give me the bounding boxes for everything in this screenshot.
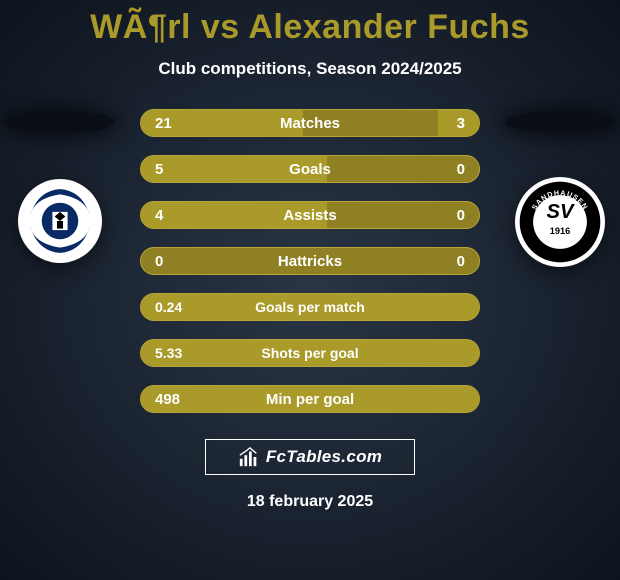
fctables-badge: FcTables.com xyxy=(205,439,415,475)
stat-value-left: 21 xyxy=(155,115,205,132)
stat-value-left: 5.33 xyxy=(155,345,205,361)
stat-label: Assists xyxy=(205,207,415,224)
stat-value-left: 0 xyxy=(155,253,205,270)
stat-label: Min per goal xyxy=(205,391,415,408)
stat-value-left: 0.24 xyxy=(155,299,205,315)
stat-row: 5Goals0 xyxy=(140,155,480,183)
stat-row: 498Min per goal xyxy=(140,385,480,413)
stat-label: Goals per match xyxy=(205,299,415,315)
stat-label: Shots per goal xyxy=(205,345,415,361)
right-club-logo: SV 1916 SANDHAUSEN xyxy=(515,177,605,267)
page-title: WÃ¶rl vs Alexander Fuchs xyxy=(0,0,620,47)
arminia-bielefeld-logo-icon xyxy=(22,183,98,259)
left-club-logo xyxy=(18,179,102,263)
right-club-column: SV 1916 SANDHAUSEN xyxy=(500,109,620,267)
brand-label: FcTables.com xyxy=(266,447,382,467)
stat-row: 21Matches3 xyxy=(140,109,480,137)
stat-value-right: 3 xyxy=(415,115,465,132)
stat-value-left: 5 xyxy=(155,161,205,178)
sv-sandhausen-logo-icon: SV 1916 SANDHAUSEN xyxy=(518,180,602,264)
left-club-column xyxy=(0,109,120,263)
stat-label: Matches xyxy=(205,115,415,132)
comparison-content: SV 1916 SANDHAUSEN 21Matches35Goals04Ass… xyxy=(0,109,620,413)
subtitle: Club competitions, Season 2024/2025 xyxy=(0,59,620,79)
svg-text:SV: SV xyxy=(547,201,575,223)
stat-row: 5.33Shots per goal xyxy=(140,339,480,367)
stat-value-right: 0 xyxy=(415,161,465,178)
stat-row: 0Hattricks0 xyxy=(140,247,480,275)
chart-icon xyxy=(238,446,260,468)
stat-row: 0.24Goals per match xyxy=(140,293,480,321)
svg-text:1916: 1916 xyxy=(550,226,571,236)
nationality-placeholder-right xyxy=(505,111,615,133)
stat-value-right: 0 xyxy=(415,207,465,224)
stat-label: Hattricks xyxy=(205,253,415,270)
stat-value-left: 498 xyxy=(155,391,205,408)
stat-row: 4Assists0 xyxy=(140,201,480,229)
stat-value-left: 4 xyxy=(155,207,205,224)
stat-label: Goals xyxy=(205,161,415,178)
date-label: 18 february 2025 xyxy=(0,493,620,511)
stats-bars: 21Matches35Goals04Assists00Hattricks00.2… xyxy=(140,109,480,413)
nationality-placeholder-left xyxy=(5,111,115,133)
stat-value-right: 0 xyxy=(415,253,465,270)
